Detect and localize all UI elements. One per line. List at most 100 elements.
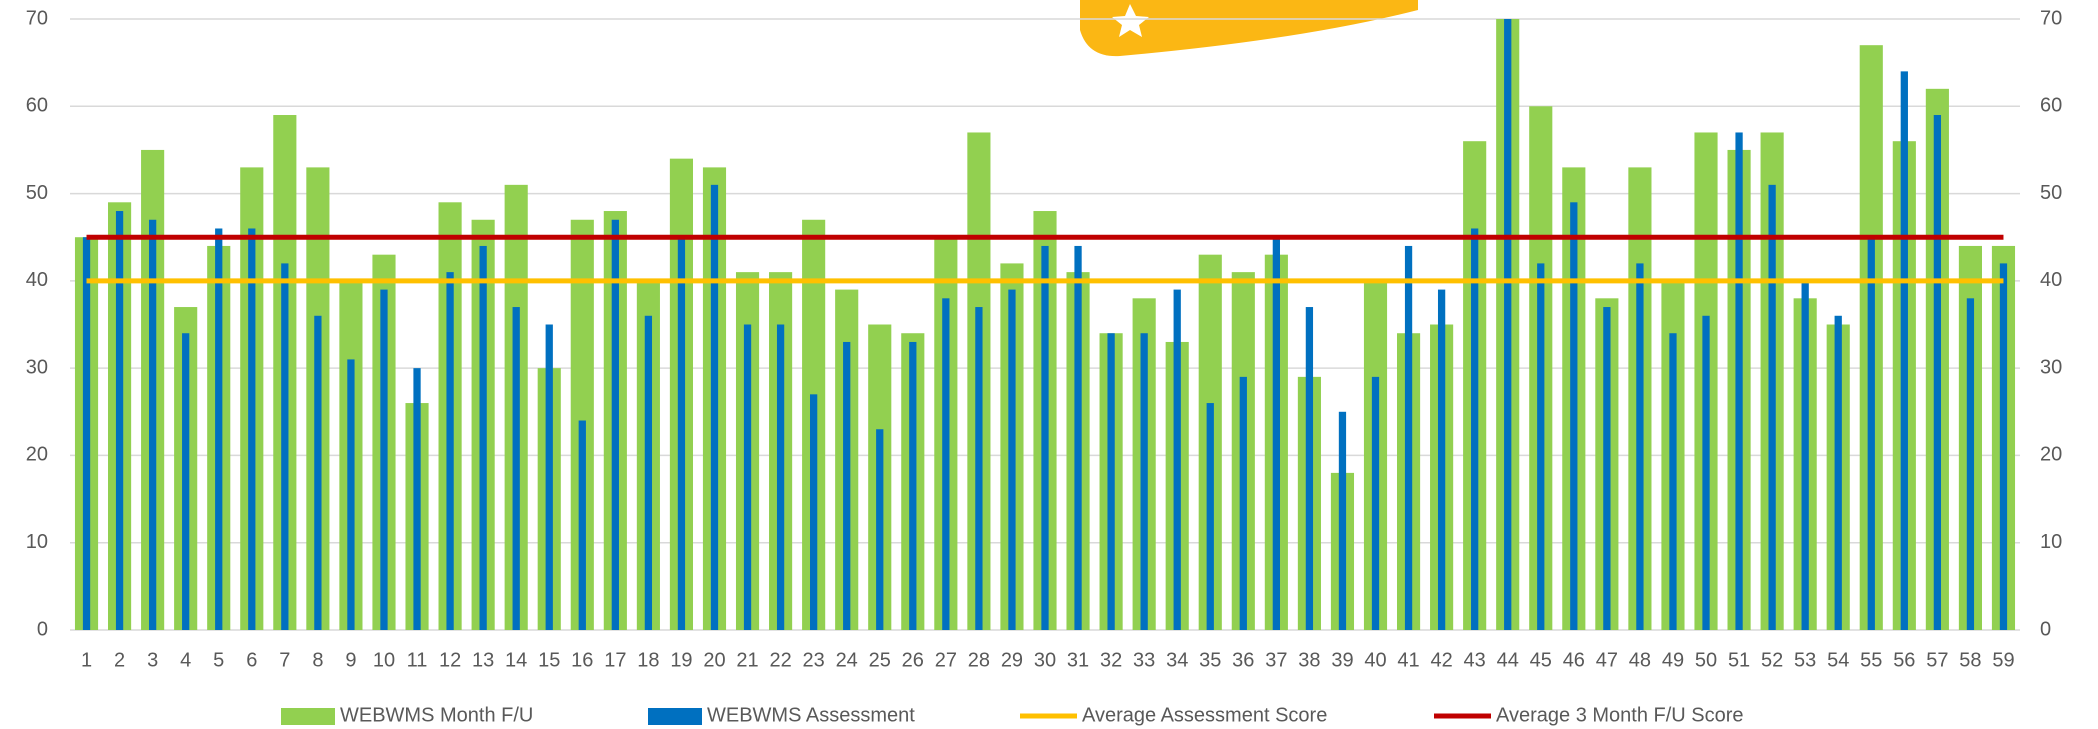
bar — [843, 342, 850, 630]
bar — [711, 185, 718, 630]
x-tick-label: 52 — [1761, 649, 1783, 671]
bar — [1405, 246, 1412, 630]
bar — [975, 307, 982, 630]
bar — [215, 228, 222, 630]
y-tick-label: 30 — [26, 356, 48, 378]
bar — [1901, 71, 1908, 630]
bar — [1207, 403, 1214, 630]
bar — [1537, 263, 1544, 630]
bar — [744, 325, 751, 631]
x-tick-label: 21 — [736, 649, 758, 671]
x-tick-label: 59 — [1992, 649, 2014, 671]
x-tick-label: 35 — [1199, 649, 1221, 671]
x-tick-label: 7 — [279, 649, 290, 671]
x-tick-label: 16 — [571, 649, 593, 671]
bar — [1141, 333, 1148, 630]
x-tick-label: 3 — [147, 649, 158, 671]
x-tick-label: 9 — [345, 649, 356, 671]
bar — [1306, 307, 1313, 630]
x-tick-label: 8 — [312, 649, 323, 671]
bar — [1074, 246, 1081, 630]
x-tick-label: 56 — [1893, 649, 1915, 671]
x-tick-label: 17 — [604, 649, 626, 671]
x-tick-label: 23 — [803, 649, 825, 671]
bar — [116, 211, 123, 630]
bar — [380, 290, 387, 630]
x-tick-label: 30 — [1034, 649, 1056, 671]
bar — [2000, 263, 2007, 630]
bar — [1372, 377, 1379, 630]
x-tick-label: 47 — [1596, 649, 1618, 671]
x-tick-label: 29 — [1001, 649, 1023, 671]
bar — [1702, 316, 1709, 630]
bar — [513, 307, 520, 630]
bar — [1735, 132, 1742, 630]
x-tick-label: 55 — [1860, 649, 1882, 671]
bar — [347, 359, 354, 630]
bar — [1802, 281, 1809, 630]
y-tick-label: 0 — [37, 618, 48, 640]
bar — [645, 316, 652, 630]
bar — [248, 228, 255, 630]
bar — [1240, 377, 1247, 630]
y2-tick-label: 60 — [2040, 95, 2062, 117]
x-tick-label: 10 — [373, 649, 395, 671]
bar — [281, 263, 288, 630]
y-tick-label: 70 — [26, 7, 48, 29]
bar — [678, 237, 685, 630]
bar — [1174, 290, 1181, 630]
x-tick-label: 13 — [472, 649, 494, 671]
x-tick-label: 27 — [935, 649, 957, 671]
x-tick-label: 39 — [1331, 649, 1353, 671]
bar — [314, 316, 321, 630]
bar — [1768, 185, 1775, 630]
x-tick-label: 46 — [1563, 649, 1585, 671]
x-tick-label: 36 — [1232, 649, 1254, 671]
bar — [777, 325, 784, 631]
x-tick-label: 12 — [439, 649, 461, 671]
x-tick-label: 54 — [1827, 649, 1849, 671]
x-tick-label: 53 — [1794, 649, 1816, 671]
x-tick-label: 34 — [1166, 649, 1188, 671]
bar — [1669, 333, 1676, 630]
y2-tick-label: 70 — [2040, 7, 2062, 29]
bar — [1107, 333, 1114, 630]
x-tick-label: 38 — [1298, 649, 1320, 671]
bar — [1041, 246, 1048, 630]
legend-swatch — [281, 708, 335, 725]
x-tick-label: 25 — [869, 649, 891, 671]
x-tick-label: 37 — [1265, 649, 1287, 671]
y-tick-label: 50 — [26, 182, 48, 204]
x-tick-label: 24 — [836, 649, 858, 671]
y-tick-label: 10 — [26, 531, 48, 553]
x-tick-label: 11 — [407, 649, 428, 671]
x-tick-label: 20 — [703, 649, 725, 671]
x-tick-label: 19 — [670, 649, 692, 671]
x-tick-label: 43 — [1464, 649, 1486, 671]
bar — [480, 246, 487, 630]
bar — [1835, 316, 1842, 630]
legend-label: WEBWMS Assessment — [707, 704, 915, 726]
y-tick-label: 20 — [26, 444, 48, 466]
x-tick-label: 18 — [637, 649, 659, 671]
bar — [182, 333, 189, 630]
y2-tick-label: 30 — [2040, 356, 2062, 378]
y2-tick-label: 10 — [2040, 531, 2062, 553]
bar — [579, 421, 586, 630]
bar — [1967, 298, 1974, 630]
y-tick-label: 60 — [26, 95, 48, 117]
legend-label: WEBWMS Month F/U — [340, 704, 533, 726]
bar — [1868, 237, 1875, 630]
bar — [1603, 307, 1610, 630]
y-tick-label: 40 — [26, 269, 48, 291]
x-tick-label: 31 — [1067, 649, 1089, 671]
y2-tick-label: 50 — [2040, 182, 2062, 204]
x-tick-label: 45 — [1530, 649, 1552, 671]
bar — [1471, 228, 1478, 630]
legend-label: Average Assessment Score — [1082, 704, 1327, 726]
bar — [909, 342, 916, 630]
bar — [1570, 202, 1577, 630]
x-tick-label: 22 — [769, 649, 791, 671]
x-tick-label: 6 — [246, 649, 257, 671]
x-tick-label: 33 — [1133, 649, 1155, 671]
